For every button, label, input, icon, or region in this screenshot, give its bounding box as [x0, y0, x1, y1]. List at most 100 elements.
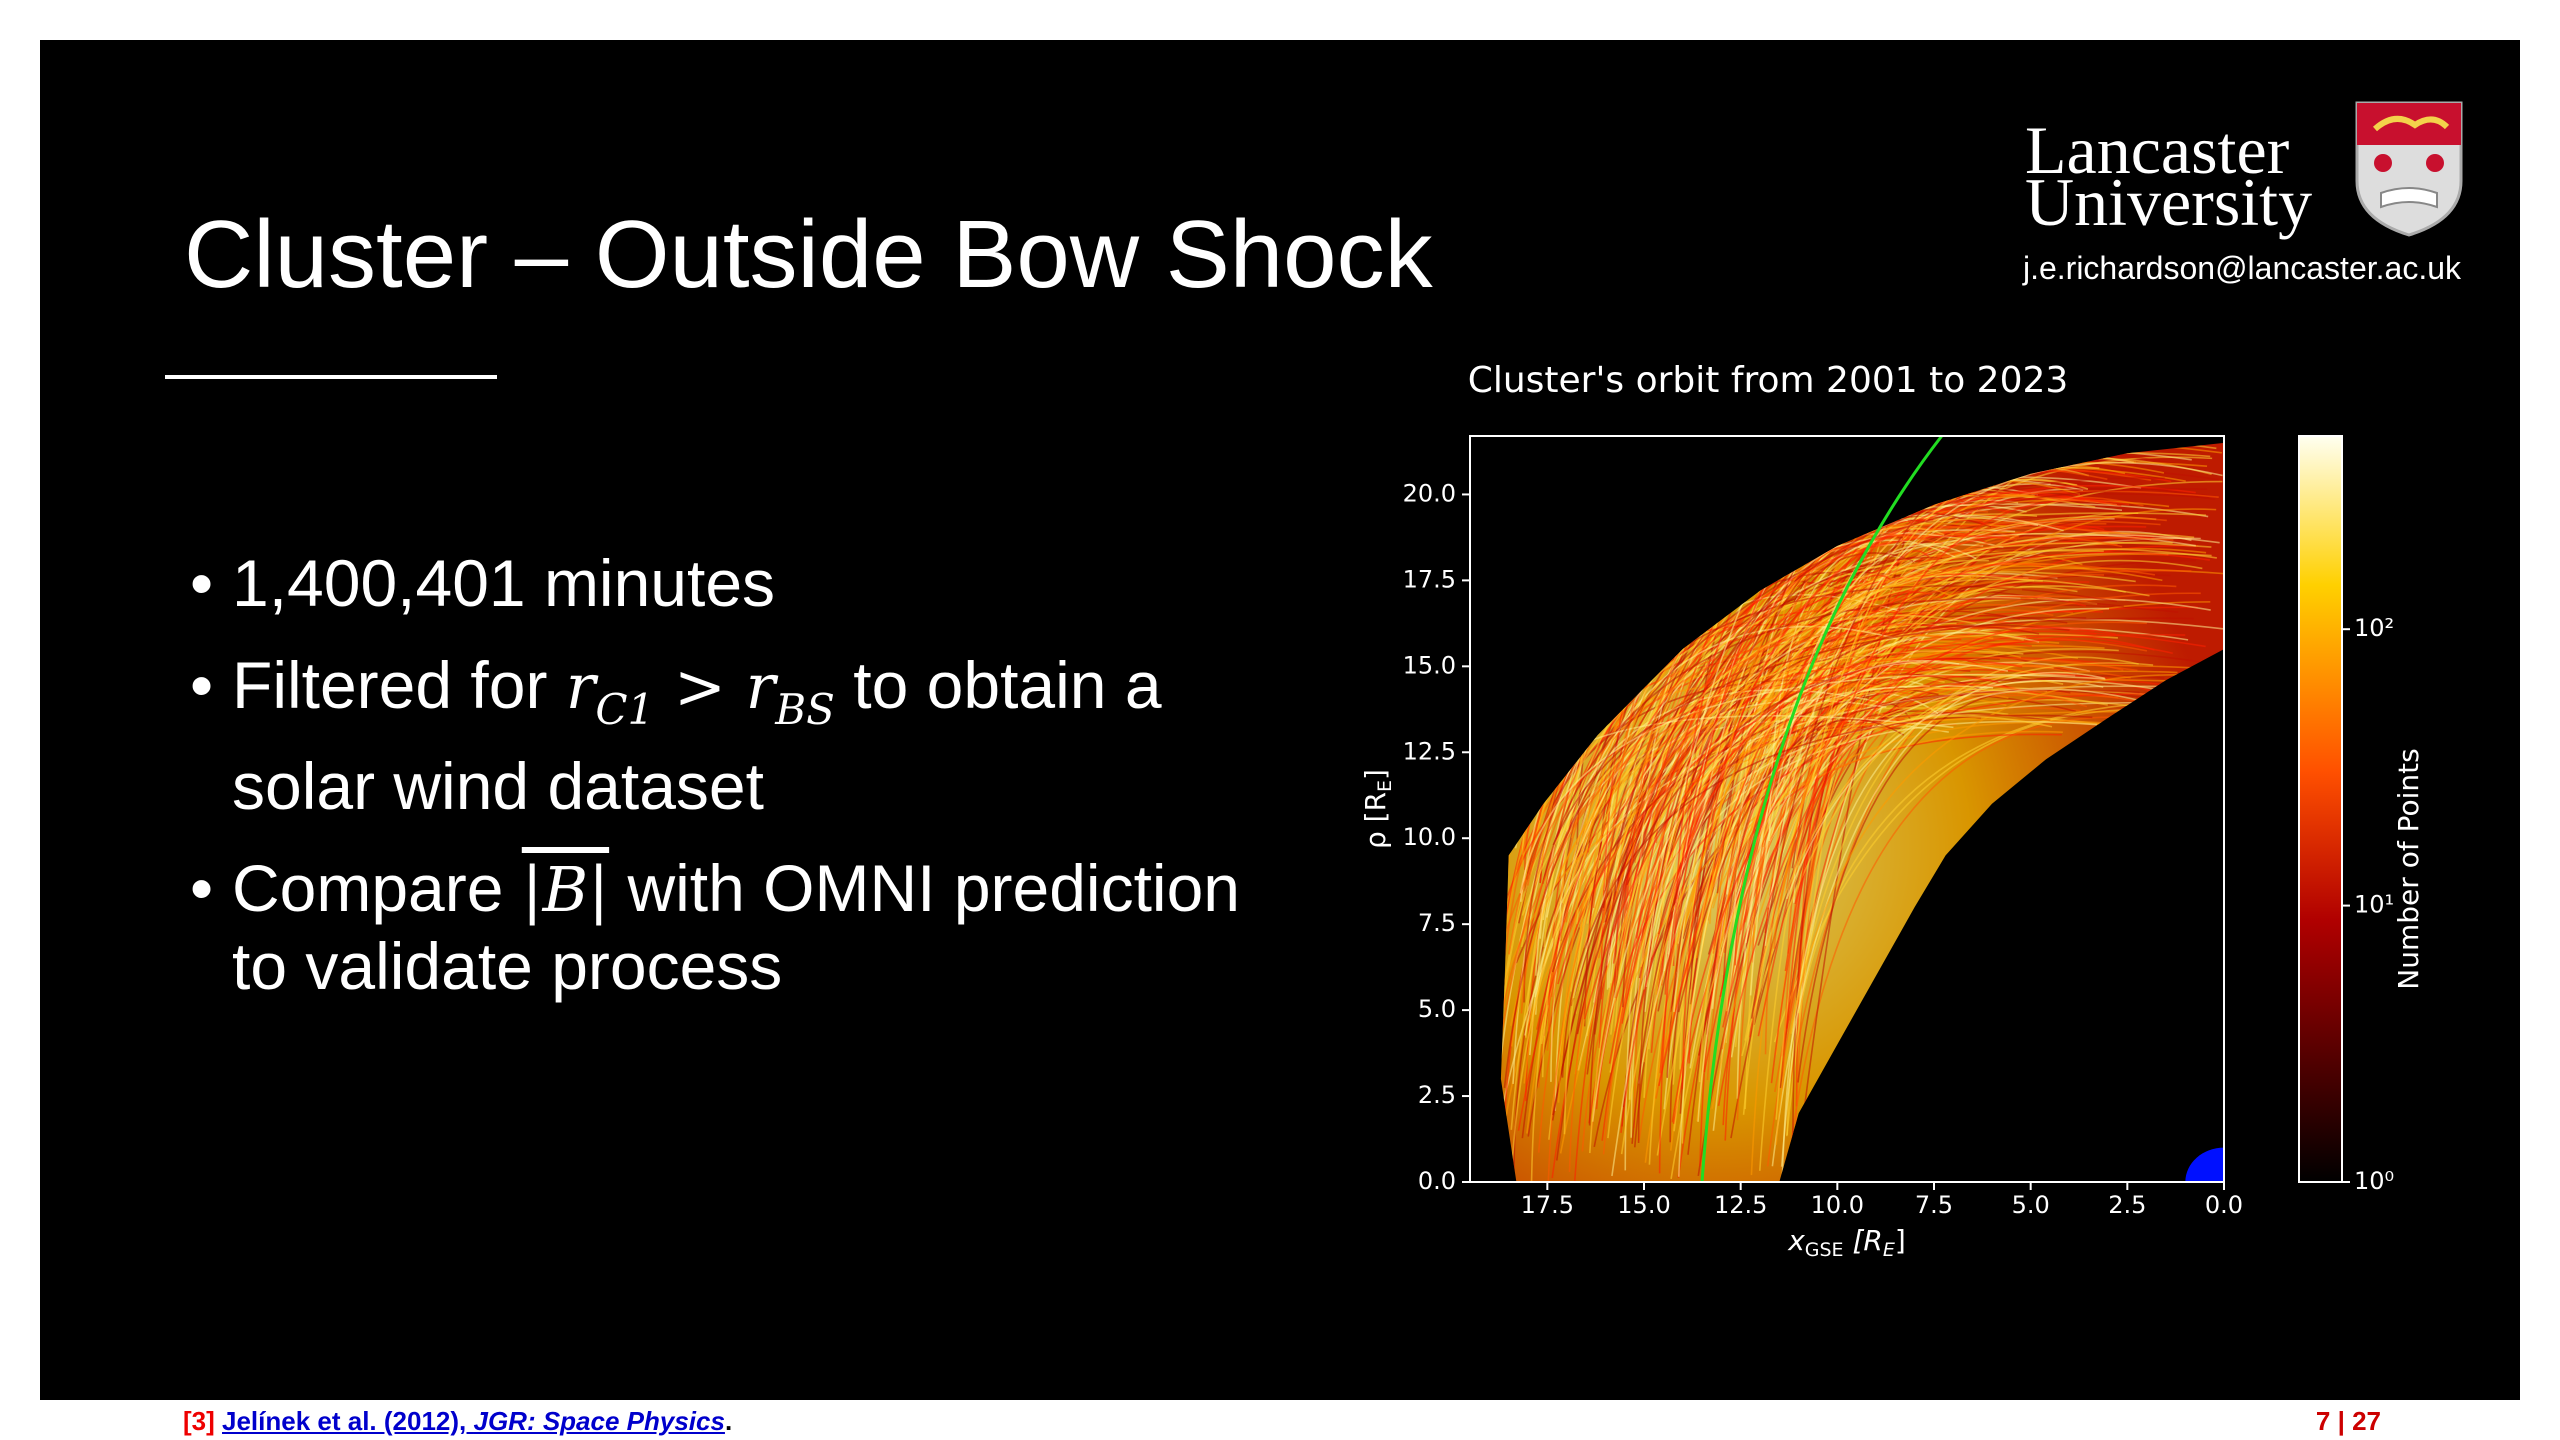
heatmap — [1500, 442, 2224, 1182]
bullet: 1,400,401 minutes — [190, 545, 1262, 621]
x-tick-label: 17.5 — [1521, 1191, 1574, 1219]
orbit-trace — [1711, 631, 2040, 1009]
y-axis-label: ρ [RE] — [1359, 769, 1396, 849]
logo-text: University — [2025, 164, 2313, 240]
logo-text: Lancaster — [2025, 112, 2290, 188]
orbit-trace — [1744, 662, 2154, 1041]
y-tick-label: 20.0 — [1403, 479, 1456, 507]
slide: Cluster – Outside Bow Shock Lancaster Un… — [40, 40, 2520, 1400]
orbit-trace — [1717, 626, 2116, 1107]
y-axis-label-part: ] — [1359, 769, 1392, 780]
y-tick-label: 2.5 — [1418, 1081, 1456, 1109]
math-sub: BS — [775, 685, 835, 734]
orbit-trace — [1677, 659, 1959, 1177]
x-tick-label: 7.5 — [1915, 1191, 1953, 1219]
footer-ref: [3] — [183, 1406, 215, 1436]
orbit-trace — [1551, 678, 2104, 973]
orbit-trace — [1663, 534, 2220, 972]
x-axis-label-part: [R — [1844, 1224, 1883, 1257]
orbit-trace — [1568, 536, 2174, 1173]
x-tick-label: 10.0 — [1811, 1191, 1864, 1219]
colorbar-tick-label: 10² — [2354, 614, 2394, 642]
orbit-trace — [1775, 674, 2210, 1146]
footer-text: . — [724, 1406, 733, 1436]
orbit-trace — [1610, 578, 2126, 1035]
orbit-trace — [1681, 497, 2086, 1090]
orbit-trace — [1792, 550, 2030, 1139]
colorbar-label: Number of Points — [2392, 748, 2425, 989]
orbit-trace — [1588, 477, 2165, 1126]
math: > — [654, 650, 746, 723]
y-tick-label: 10.0 — [1403, 823, 1456, 851]
x-axis-label-part: x — [1787, 1224, 1805, 1257]
y-tick-label: 17.5 — [1403, 565, 1456, 593]
orbit-trace — [1734, 675, 1999, 966]
x-tick-label: 12.5 — [1714, 1191, 1767, 1219]
orbit-trace — [1676, 584, 1952, 946]
slide-title: Cluster – Outside Bow Shock — [184, 201, 1433, 308]
bullet-text: 1,400,401 minutes — [232, 546, 776, 620]
bullet-text: Filtered for — [232, 648, 566, 722]
orbit-trace — [1697, 607, 2110, 1122]
orbit-trace — [1500, 569, 2192, 1020]
x-tick-label: 15.0 — [1617, 1191, 1670, 1219]
y-tick-label: 0.0 — [1418, 1167, 1456, 1195]
math-sub: C1 — [595, 685, 655, 734]
logo-shield — [2355, 101, 2463, 237]
bullet-text: with OMNI prediction to validate process — [232, 851, 1240, 1003]
page-number: 7 | 27 — [2315, 1406, 2381, 1436]
y-tick-label: 7.5 — [1418, 909, 1456, 937]
orbit-trace — [1583, 643, 2032, 1020]
orbit-trace — [1670, 559, 2203, 1179]
reference-link[interactable]: Jelínek et al. (2012), JGR: Space Physic… — [222, 1406, 725, 1436]
bullet: Compare |B| with OMNI prediction to vali… — [190, 850, 1262, 1004]
orbit-trace — [1711, 508, 2217, 1109]
orbit-trace — [1795, 683, 2088, 861]
y-axis-label-part: ρ [R — [1359, 792, 1392, 849]
orbit-trace — [1589, 548, 2217, 1154]
orbit-trace — [1521, 650, 2024, 916]
colorbar-tick-label: 10⁰ — [2354, 1167, 2394, 1195]
orbit-trace — [1583, 571, 1901, 1027]
math: r — [745, 650, 776, 723]
orbit-trace — [1658, 534, 1916, 1174]
orbit-trace — [1784, 499, 2122, 972]
y-tick-label: 5.0 — [1418, 995, 1456, 1023]
orbit-trace — [1742, 580, 2043, 1115]
orbit-trace — [1768, 478, 2089, 876]
orbit-trace — [1771, 671, 2105, 1167]
footer: [3] Jelínek et al. (2012), JGR: Space Ph… — [183, 1406, 732, 1437]
orbit-trace — [1778, 495, 2053, 909]
bullet-text: Compare — [232, 851, 522, 925]
x-axis-label: xGSE [RE] — [1787, 1224, 1906, 1261]
orbit-trace — [1536, 535, 2010, 1030]
colorbar-tick-label: 10¹ — [2354, 891, 2394, 919]
earth — [2185, 1147, 2224, 1182]
link-text[interactable]: JGR: Space Physics — [473, 1406, 725, 1436]
chart-title: Cluster's orbit from 2001 to 2023 — [1468, 360, 2069, 401]
orbit-trace — [1671, 639, 2173, 1123]
x-axis-label-part: GSE — [1805, 1239, 1844, 1261]
link-text[interactable]: Jelínek et al. (2012), — [222, 1406, 474, 1436]
bullet: Filtered for rC1 > rBS to obtain a solar… — [190, 647, 1262, 824]
axes-frame — [1469, 435, 2225, 1183]
orbit-trace — [1679, 442, 1978, 1114]
orbit-trace — [1788, 716, 2190, 1154]
title-rule — [165, 375, 497, 379]
orbit-trace — [1620, 551, 2211, 1133]
bullet-list: 1,400,401 minutes Filtered for rC1 > rBS… — [190, 545, 1262, 1030]
math: r — [565, 650, 596, 723]
x-tick-label: 0.0 — [2205, 1191, 2243, 1219]
x-axis-label-part: E — [1883, 1239, 1895, 1261]
orbit-trace — [1795, 442, 1984, 1168]
y-tick-label: 12.5 — [1403, 737, 1456, 765]
orbit-trace — [1786, 688, 2167, 900]
math: |B| — [521, 853, 610, 926]
bow-shock — [1700, 436, 1943, 1182]
y-axis-label-part: E — [1374, 780, 1396, 792]
orbit-trace — [1561, 714, 2093, 1078]
x-tick-label: 2.5 — [2108, 1191, 2146, 1219]
x-tick-label: 5.0 — [2012, 1191, 2050, 1219]
